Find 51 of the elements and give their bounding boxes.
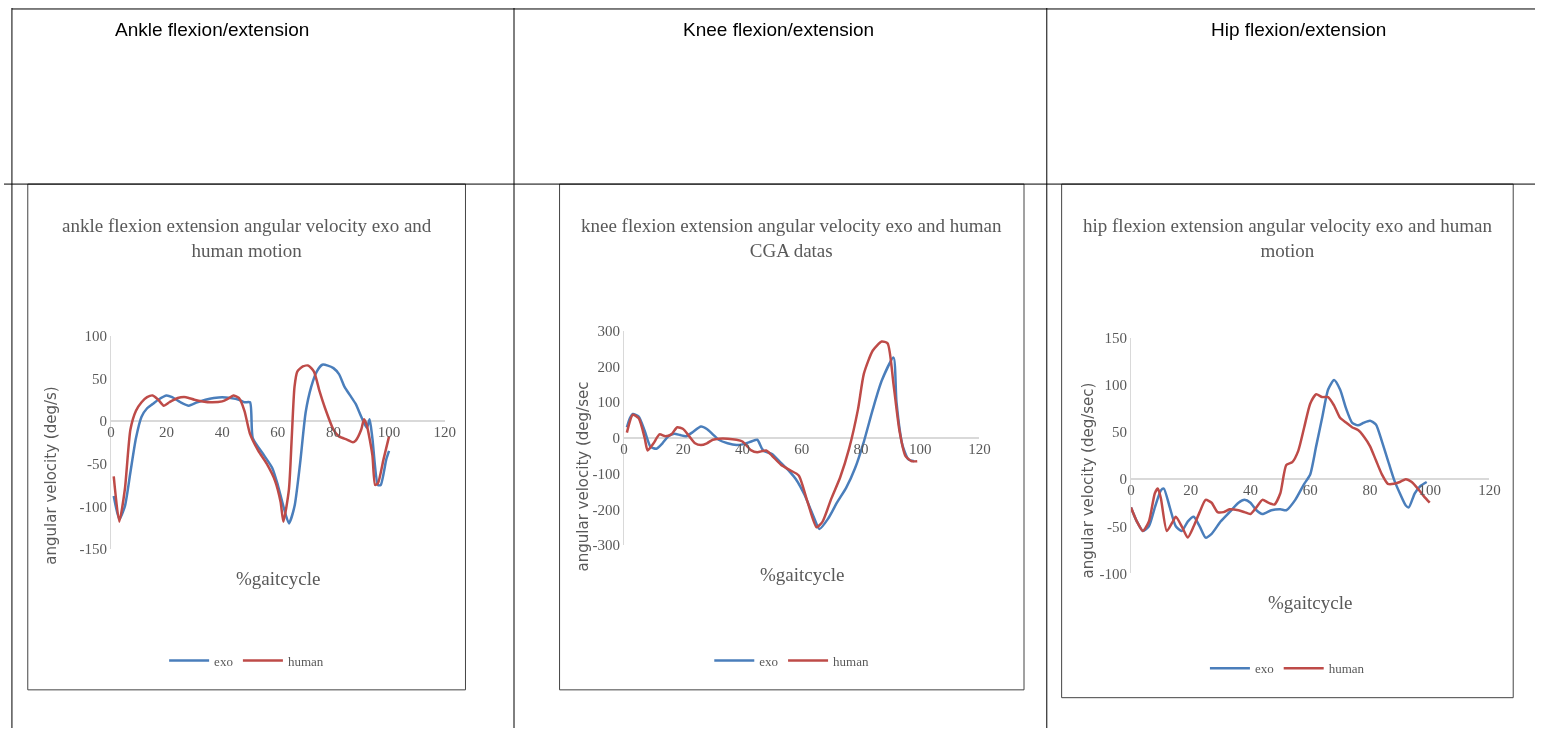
x-tick-label: 20 <box>675 440 691 457</box>
text: Hip flexion/extension <box>1211 19 1387 40</box>
y-tick-label: -100 <box>79 498 107 515</box>
legend-label: exo <box>1254 661 1274 677</box>
y-tick-label: 200 <box>597 358 620 375</box>
text: Ankle flexion/extension <box>115 19 310 40</box>
y-tick-label: -50 <box>1106 518 1127 535</box>
chart-title: hip flexion extension angular velocity exo and human motion <box>1083 215 1493 261</box>
x-axis-title: %gaitcycle <box>760 564 845 585</box>
y-tick-label: 0 <box>1119 471 1127 488</box>
x-tick-label: 20 <box>1183 482 1199 499</box>
y-tick-label: -200 <box>592 501 620 518</box>
y-tick-label: -100 <box>592 465 620 482</box>
text: Knee flexion/extension <box>683 19 875 40</box>
y-tick-label: 150 <box>1104 329 1127 346</box>
x-tick-label: 120 <box>433 424 456 441</box>
x-tick-label: 60 <box>1302 482 1318 499</box>
x-tick-label: 40 <box>1242 482 1258 499</box>
x-tick-label: 100 <box>1418 482 1441 499</box>
x-tick-label: 100 <box>908 440 932 457</box>
x-tick-label: 100 <box>377 424 401 441</box>
x-tick-label: 20 <box>159 424 175 441</box>
x-tick-label: 120 <box>1478 482 1501 499</box>
y-axis-title: angular velocity (deg/sec <box>574 381 593 572</box>
x-tick-label: 80 <box>1362 482 1378 499</box>
y-tick-label: 100 <box>1104 377 1127 394</box>
legend-label: human <box>833 653 869 669</box>
x-tick-label: 40 <box>214 424 230 441</box>
legend-label: exo <box>214 653 233 669</box>
y-axis-title: angular velocity (deg/s) <box>42 386 61 565</box>
y-tick-label: 100 <box>597 394 620 411</box>
chart-title: ankle flexion extension angular velocity exo and human motion <box>62 215 432 261</box>
y-axis-title: angular velocity (deg/sec) <box>1079 382 1098 579</box>
y-tick-label: 300 <box>597 323 620 340</box>
legend-label: human <box>1328 661 1365 677</box>
chart-title: knee flexion extension angular velocity exo and human CGA datas <box>581 215 1002 261</box>
y-tick-label: 50 <box>1111 424 1127 441</box>
y-tick-label: -300 <box>592 537 620 554</box>
x-axis-title: %gaitcycle <box>236 568 321 589</box>
y-tick-label: -150 <box>79 541 107 558</box>
x-tick-label: 60 <box>270 424 286 441</box>
y-tick-label: -100 <box>1099 565 1127 582</box>
y-tick-label: -50 <box>86 455 107 472</box>
x-tick-label: 120 <box>968 440 991 457</box>
legend-label: exo <box>759 653 779 669</box>
legend-label: human <box>287 653 324 669</box>
x-axis-title: %gaitcycle <box>1268 592 1353 613</box>
y-tick-label: 100 <box>84 327 107 344</box>
y-tick-label: 50 <box>91 370 107 387</box>
x-tick-label: 60 <box>794 440 810 457</box>
y-tick-label: 0 <box>99 413 107 430</box>
